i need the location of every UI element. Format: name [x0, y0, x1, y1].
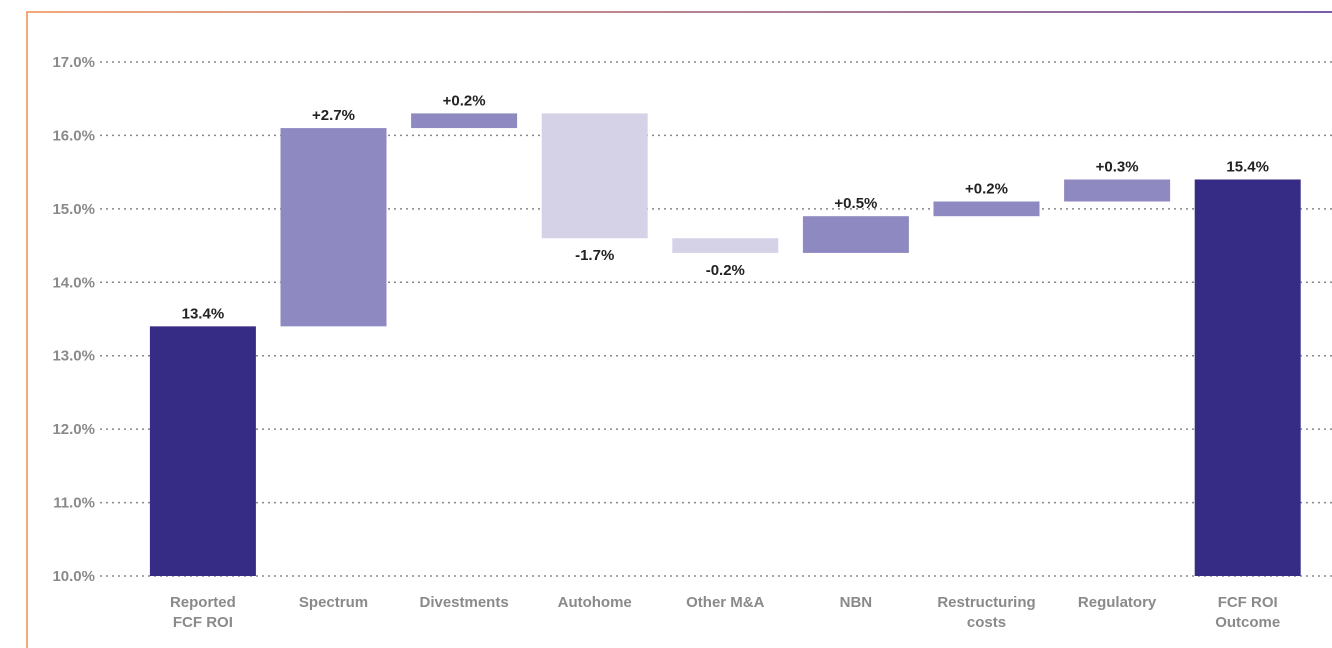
x-tick-label: Divestments	[419, 594, 508, 611]
x-tick-label: Spectrum	[299, 594, 368, 611]
bar	[1194, 179, 1301, 576]
value-label: 15.4%	[1226, 158, 1269, 175]
value-label: -1.7%	[575, 247, 614, 264]
y-tick-label: 13.0%	[52, 348, 95, 365]
x-tick-label: Restructuring costs	[937, 594, 1035, 631]
y-tick-label: 17.0%	[52, 54, 95, 71]
x-tick-label: FCF ROI Outcome	[1215, 594, 1280, 631]
value-label: 13.4%	[182, 305, 225, 322]
x-tick-label: Regulatory	[1078, 594, 1157, 611]
bar	[411, 113, 518, 129]
bar	[280, 128, 387, 327]
x-tick-label: Reported FCF ROI	[170, 594, 236, 631]
value-label: +0.2%	[443, 92, 486, 109]
bar	[933, 201, 1040, 217]
value-label: +0.3%	[1096, 158, 1139, 175]
bar	[802, 216, 909, 253]
value-label: +0.5%	[834, 195, 877, 212]
y-tick-label: 10.0%	[52, 568, 95, 585]
y-tick-label: 12.0%	[52, 421, 95, 438]
y-tick-label: 11.0%	[53, 495, 95, 512]
y-tick-label: 15.0%	[52, 201, 95, 218]
x-tick-label: Other M&A	[686, 594, 765, 611]
y-tick-label: 14.0%	[52, 274, 95, 291]
bar	[1064, 179, 1171, 202]
x-tick-label: NBN	[840, 594, 873, 611]
x-tick-label: Autohome	[558, 594, 632, 611]
frame-top	[27, 11, 1332, 13]
bar	[149, 326, 256, 576]
bar	[541, 113, 648, 239]
bar	[672, 238, 779, 253]
value-label: -0.2%	[706, 262, 745, 279]
value-label: +2.7%	[312, 107, 355, 124]
value-label: +0.2%	[965, 181, 1008, 198]
y-tick-label: 16.0%	[52, 127, 95, 144]
frame-left	[26, 11, 28, 648]
